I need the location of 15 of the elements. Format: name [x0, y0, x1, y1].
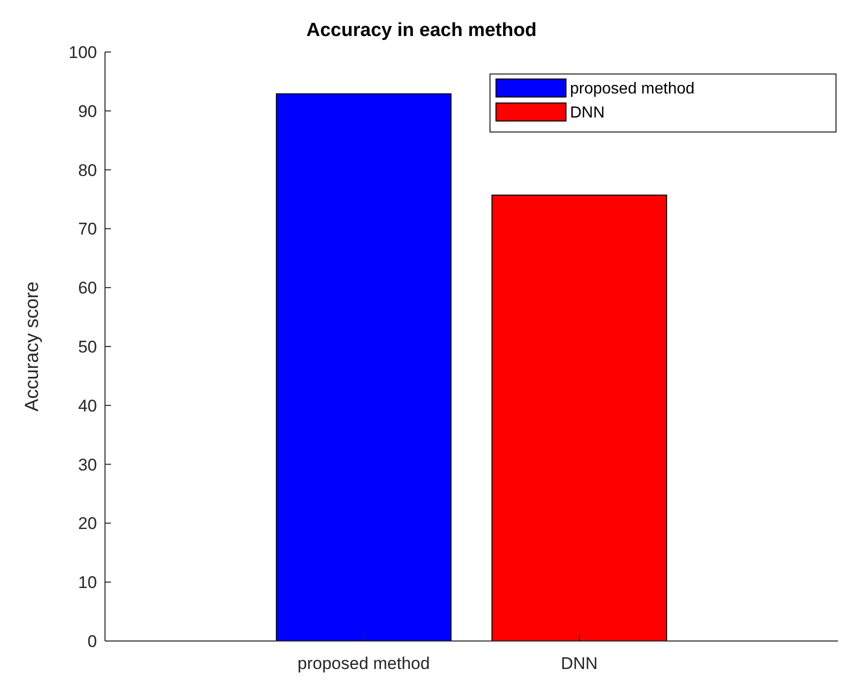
y-tick-label: 30: [78, 455, 97, 474]
y-tick-label: 50: [78, 337, 97, 356]
y-tick-label: 20: [78, 514, 97, 534]
y-tick-label: 0: [88, 632, 97, 651]
legend-label: DNN: [570, 104, 605, 122]
y-tick-label: 90: [78, 102, 97, 121]
y-tick-label: 10: [78, 573, 97, 592]
y-tick-label: 70: [78, 220, 97, 239]
y-tick-label: 100: [68, 42, 97, 62]
y-axis-title: Accuracy score: [22, 282, 43, 412]
chart-title: Accuracy in each method: [306, 20, 537, 41]
y-tick-label: 80: [78, 160, 97, 180]
y-tick-label: 60: [78, 278, 97, 298]
y-tick-label: 40: [78, 396, 97, 416]
legend-label: proposed method: [570, 80, 695, 98]
